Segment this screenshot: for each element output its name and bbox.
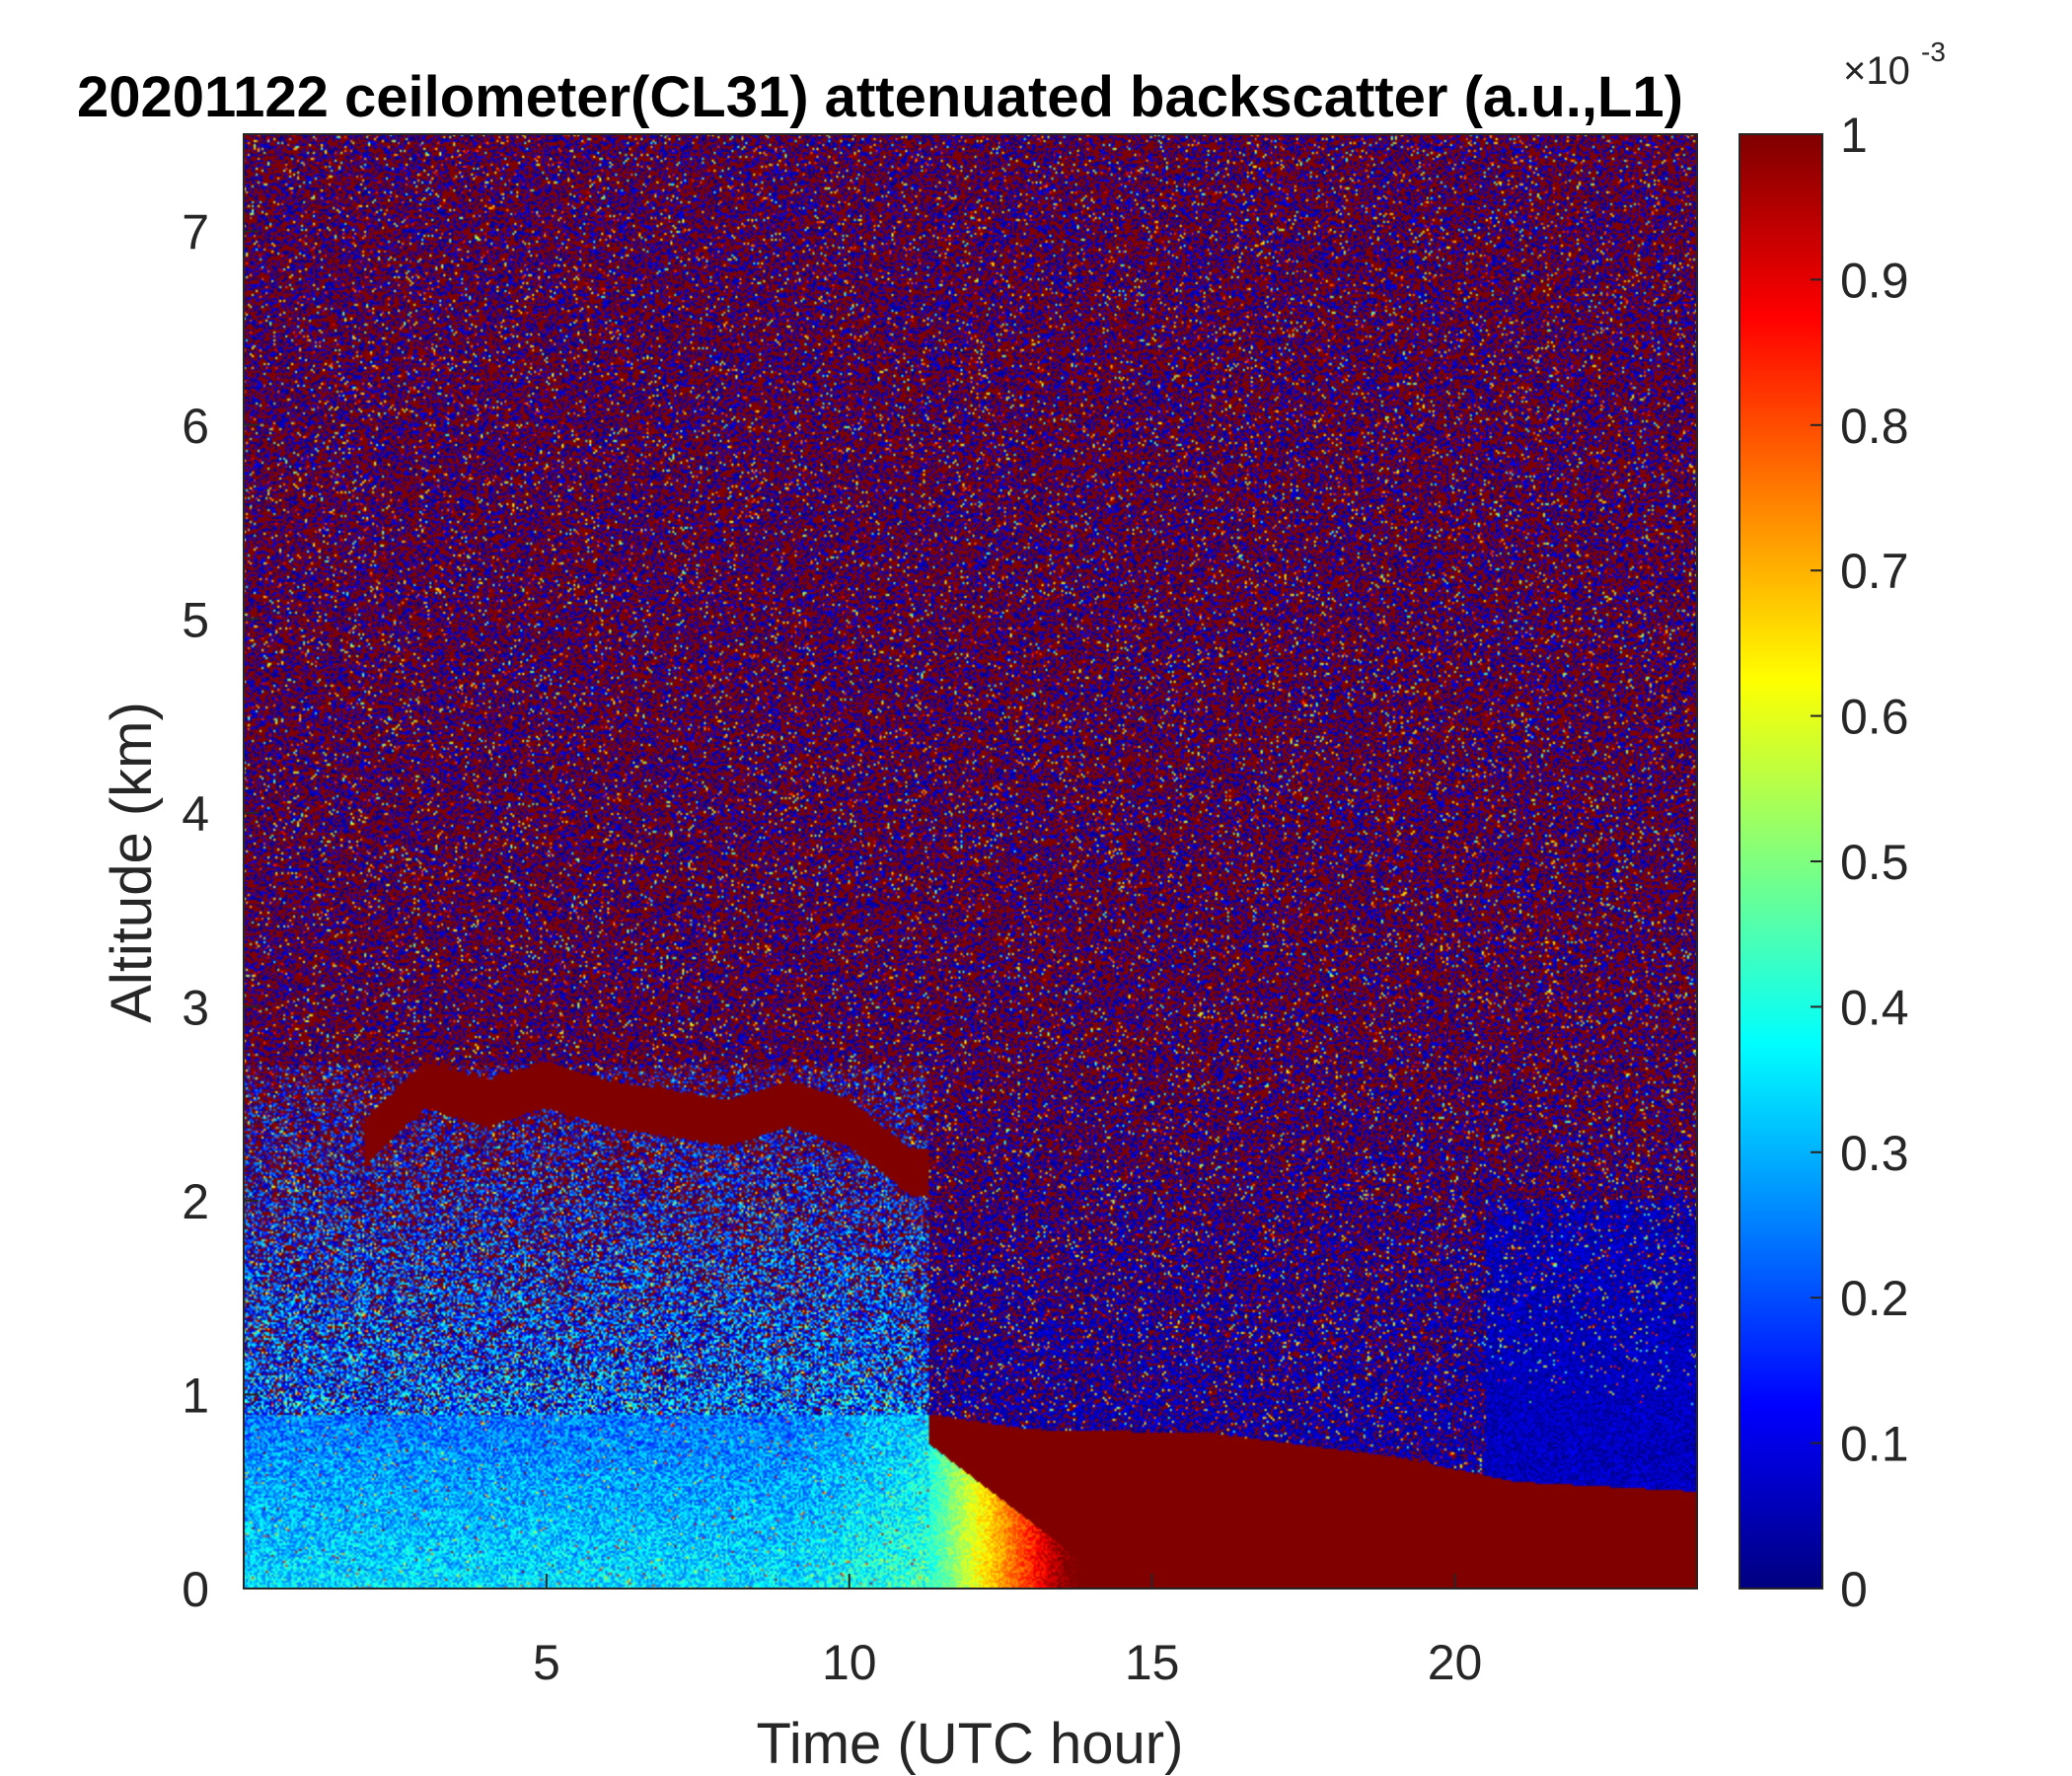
- colorbar-tick-label: 0.3: [1840, 1126, 1909, 1181]
- colorbar-gradient: [1739, 134, 1822, 1589]
- colorbar-tick-label: 0.5: [1840, 835, 1909, 890]
- x-tick-label: 10: [822, 1635, 877, 1690]
- colorbar-tick-label: 0.8: [1840, 399, 1909, 454]
- y-tick-label: 3: [182, 980, 209, 1035]
- colorbar-tick-label: 0: [1840, 1562, 1868, 1617]
- colorbar-tick-label: 0.1: [1840, 1417, 1909, 1472]
- y-tick-label: 5: [182, 592, 209, 647]
- backscatter-heatmap: [244, 134, 1697, 1589]
- colorbar-tick-label: 0.6: [1840, 690, 1909, 745]
- colorbar-frame: [1739, 133, 1823, 1590]
- x-axis-label: Time (UTC hour): [757, 1712, 1184, 1776]
- y-axis-label: Altitude (km): [100, 702, 164, 1023]
- x-tick-label: 20: [1428, 1635, 1483, 1690]
- colorbar-exponent-base: ×10: [1843, 49, 1910, 93]
- colorbar-tick-label: 0.2: [1840, 1271, 1909, 1326]
- y-tick-label: 1: [182, 1368, 209, 1423]
- colorbar-tick-label: 0.7: [1840, 544, 1909, 599]
- y-tick-label: 2: [182, 1174, 209, 1229]
- y-tick-label: 0: [182, 1562, 209, 1617]
- plot-frame: [243, 133, 1698, 1590]
- colorbar-tick-label: 0.9: [1840, 253, 1909, 308]
- y-tick-label: 4: [182, 786, 209, 842]
- colorbar-tick-label: 1: [1840, 108, 1868, 163]
- y-tick-label: 7: [182, 204, 209, 259]
- chart-title: 20201122 ceilometer(CL31) attenuated bac…: [77, 65, 1683, 129]
- colorbar-tick-label: 0.4: [1840, 980, 1909, 1035]
- y-tick-label: 6: [182, 399, 209, 454]
- colorbar-exponent-power: -3: [1921, 37, 1946, 67]
- x-tick-label: 5: [533, 1635, 560, 1690]
- x-tick-label: 15: [1125, 1635, 1180, 1690]
